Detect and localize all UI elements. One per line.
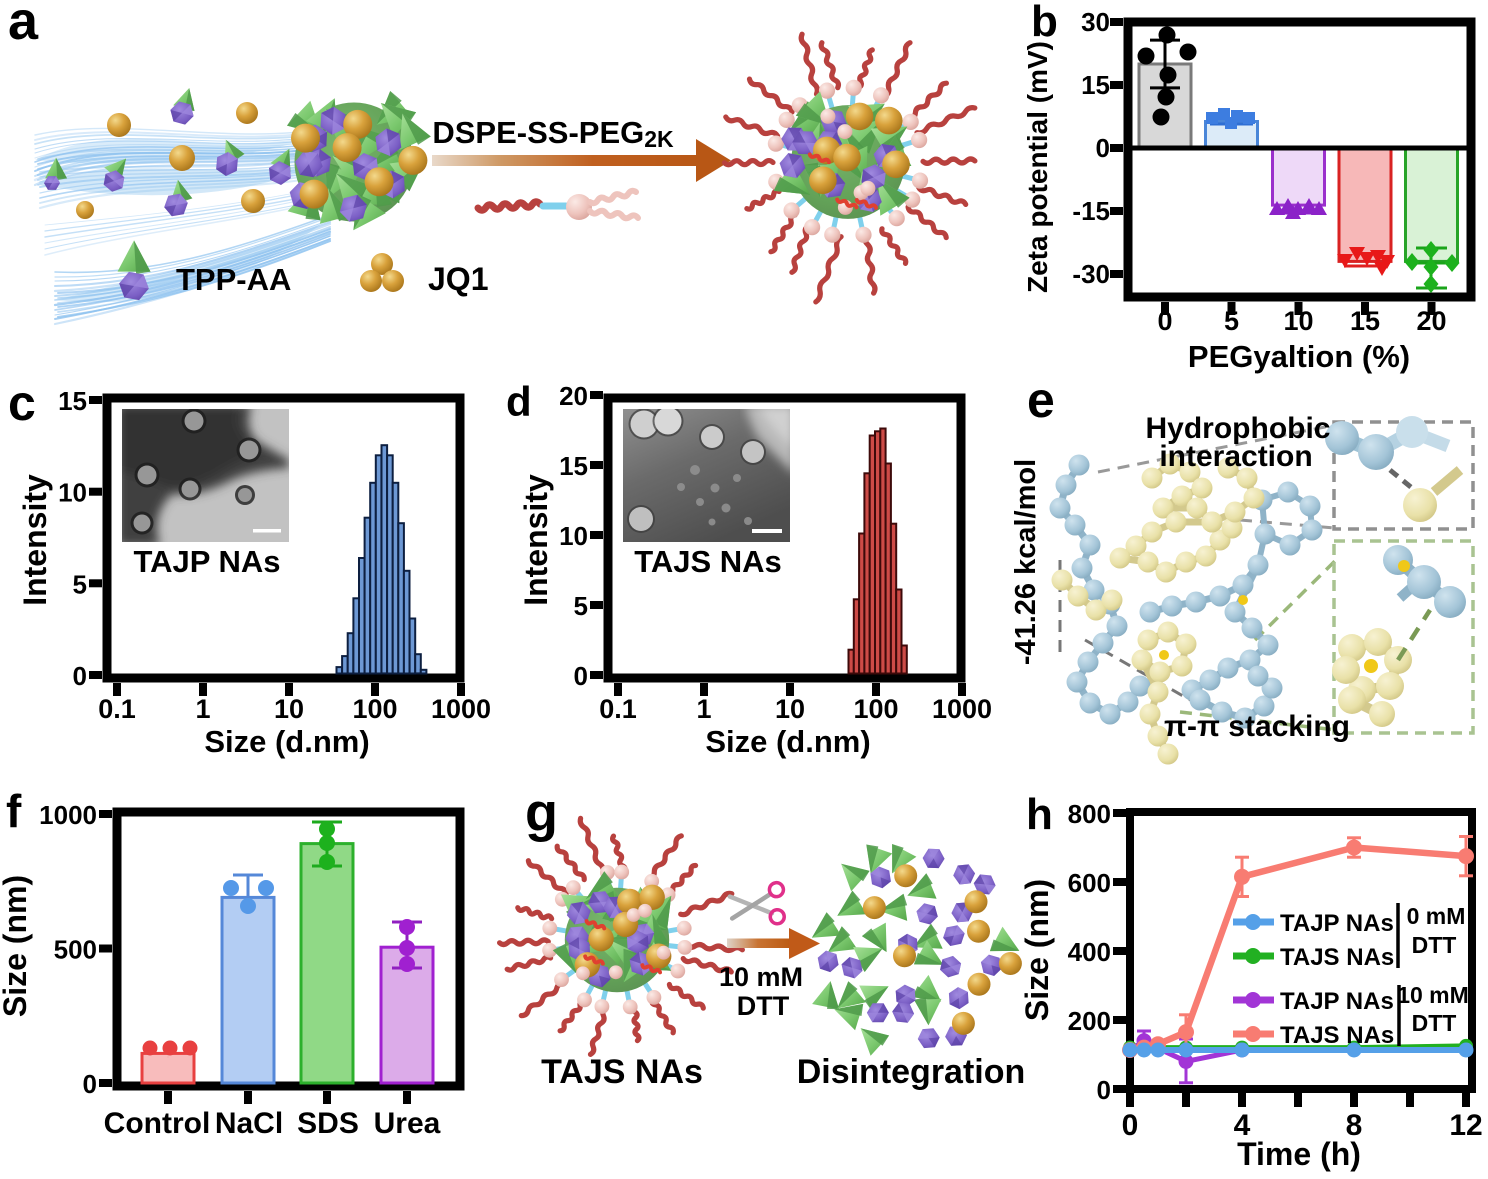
- svg-text:10 mM: 10 mM: [719, 962, 803, 992]
- svg-text:400: 400: [1068, 937, 1111, 967]
- svg-text:1: 1: [696, 694, 711, 724]
- svg-text:5: 5: [1224, 306, 1239, 336]
- svg-text:c: c: [8, 375, 36, 431]
- svg-text:20: 20: [1416, 306, 1446, 336]
- svg-text:4: 4: [1234, 1109, 1251, 1142]
- svg-text:0.1: 0.1: [599, 694, 637, 724]
- svg-text:10: 10: [1283, 306, 1313, 336]
- svg-text:1: 1: [195, 694, 210, 724]
- svg-text:15: 15: [58, 386, 87, 416]
- svg-text:DTT: DTT: [1412, 932, 1457, 958]
- svg-text:Zeta potential (mV): Zeta potential (mV): [1022, 41, 1053, 293]
- svg-text:TAJP NAs: TAJP NAs: [1280, 910, 1394, 937]
- svg-text:TAJP NAs: TAJP NAs: [133, 544, 280, 579]
- svg-text:5: 5: [574, 591, 588, 621]
- svg-text:10: 10: [274, 694, 304, 724]
- svg-text:d: d: [506, 378, 532, 425]
- svg-text:20: 20: [559, 381, 588, 411]
- svg-text:Size (nm): Size (nm): [1019, 879, 1055, 1021]
- svg-text:-30: -30: [1072, 259, 1110, 289]
- svg-text:e: e: [1027, 372, 1055, 428]
- svg-text:0: 0: [83, 1069, 97, 1099]
- svg-text:Size (d.nm): Size (d.nm): [204, 724, 369, 759]
- svg-text:0: 0: [1096, 133, 1110, 163]
- svg-text:1000: 1000: [39, 800, 97, 830]
- svg-text:800: 800: [1068, 799, 1111, 829]
- svg-text:0: 0: [574, 661, 588, 691]
- svg-text:Time (h): Time (h): [1237, 1136, 1361, 1172]
- svg-text:TPP-AA: TPP-AA: [176, 262, 291, 297]
- svg-text:JQ1: JQ1: [428, 261, 488, 297]
- svg-text:15: 15: [559, 451, 588, 481]
- svg-text:0: 0: [1122, 1109, 1139, 1142]
- svg-text:TAJS NAs: TAJS NAs: [634, 544, 782, 579]
- svg-text:h: h: [1026, 790, 1053, 839]
- svg-text:Control: Control: [104, 1107, 211, 1140]
- svg-text:Size (nm): Size (nm): [0, 875, 33, 1017]
- svg-text:Disintegration: Disintegration: [797, 1053, 1026, 1091]
- svg-text:0: 0: [1157, 306, 1172, 336]
- svg-text:15: 15: [1350, 306, 1380, 336]
- svg-text:1000: 1000: [431, 694, 491, 724]
- svg-text:10 mM: 10 mM: [1397, 982, 1469, 1008]
- svg-text:Size (d.nm): Size (d.nm): [705, 724, 870, 759]
- svg-text:0 mM: 0 mM: [1407, 903, 1466, 929]
- svg-text:0: 0: [73, 661, 87, 691]
- svg-text:SDS: SDS: [297, 1107, 359, 1140]
- svg-text:10: 10: [559, 521, 588, 551]
- svg-text:600: 600: [1068, 868, 1111, 898]
- svg-text:TAJS NAs: TAJS NAs: [1280, 1022, 1394, 1049]
- svg-text:-15: -15: [1072, 196, 1110, 226]
- svg-text:a: a: [8, 0, 39, 51]
- svg-text:12: 12: [1449, 1109, 1482, 1142]
- svg-text:8: 8: [1346, 1109, 1363, 1142]
- svg-text:-41.26 kcal/mol: -41.26 kcal/mol: [1010, 459, 1042, 665]
- svg-text:PEGyaltion (%): PEGyaltion (%): [1188, 339, 1410, 374]
- svg-text:0.1: 0.1: [98, 694, 136, 724]
- svg-text:10: 10: [58, 478, 87, 508]
- svg-text:π-π stacking: π-π stacking: [1164, 710, 1350, 743]
- svg-text:Urea: Urea: [374, 1107, 441, 1140]
- svg-text:200: 200: [1068, 1006, 1111, 1036]
- svg-text:TAJS NAs: TAJS NAs: [541, 1053, 703, 1091]
- svg-text:g: g: [525, 783, 558, 843]
- svg-text:DTT: DTT: [737, 991, 790, 1021]
- svg-text:100: 100: [352, 694, 397, 724]
- svg-text:DSPE-SS-PEG2K: DSPE-SS-PEG2K: [432, 115, 674, 152]
- svg-text:30: 30: [1081, 7, 1110, 37]
- svg-text:10: 10: [775, 694, 805, 724]
- svg-text:0: 0: [1097, 1075, 1111, 1105]
- svg-text:Intensity: Intensity: [17, 474, 53, 606]
- svg-text:f: f: [6, 785, 22, 837]
- svg-text:500: 500: [54, 935, 97, 965]
- svg-text:15: 15: [1081, 70, 1110, 100]
- svg-text:Intensity: Intensity: [518, 474, 554, 606]
- svg-text:100: 100: [853, 694, 898, 724]
- svg-text:Hydrophobic: Hydrophobic: [1146, 412, 1331, 445]
- svg-text:NaCl: NaCl: [215, 1107, 283, 1140]
- svg-text:1000: 1000: [932, 694, 992, 724]
- svg-text:DTT: DTT: [1412, 1010, 1457, 1036]
- svg-text:TAJP NAs: TAJP NAs: [1280, 988, 1394, 1015]
- svg-text:b: b: [1031, 0, 1058, 46]
- svg-text:5: 5: [73, 569, 87, 599]
- svg-text:interaction: interaction: [1159, 440, 1312, 473]
- svg-text:TAJS NAs: TAJS NAs: [1280, 944, 1394, 971]
